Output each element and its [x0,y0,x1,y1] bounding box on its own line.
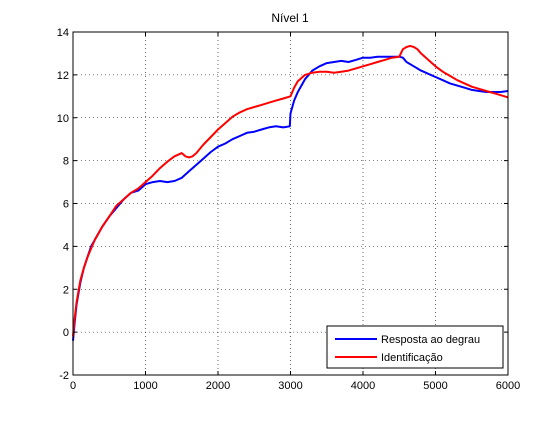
y-tick-label: -2 [59,370,69,382]
legend-label-identificacao: Identificação [381,352,443,364]
x-tick-label: 3000 [278,380,302,392]
y-tick-label: 14 [57,27,69,39]
y-tick-label: 2 [63,284,69,296]
x-tick-label: 4000 [351,380,375,392]
series-layer [72,44,509,341]
x-tick-labels: 0 1000 2000 3000 4000 5000 6000 [70,380,520,392]
legend-box [326,325,504,369]
x-tick-label: 2000 [206,380,230,392]
legend-label-resposta: Resposta ao degrau [381,334,480,346]
series-line-1 [72,44,509,337]
x-tick-label: 6000 [496,380,520,392]
legend: Resposta ao degrau Identificação [326,325,504,369]
x-tick-label: 0 [70,380,76,392]
x-tick-label: 1000 [133,380,157,392]
chart-title: Nível 1 [271,11,309,25]
y-tick-labels: -2 0 2 4 6 8 10 12 14 [57,27,69,382]
y-tick-label: 6 [63,199,69,211]
y-tick-label: 10 [57,113,69,125]
plot-area [73,32,508,375]
y-tick-label: 8 [63,156,69,168]
y-tick-label: 4 [63,241,69,253]
grid [73,32,508,375]
y-tick-label: 12 [57,70,69,82]
y-tick-label: 0 [63,327,69,339]
ticks [72,31,509,376]
x-tick-label: 5000 [423,380,447,392]
